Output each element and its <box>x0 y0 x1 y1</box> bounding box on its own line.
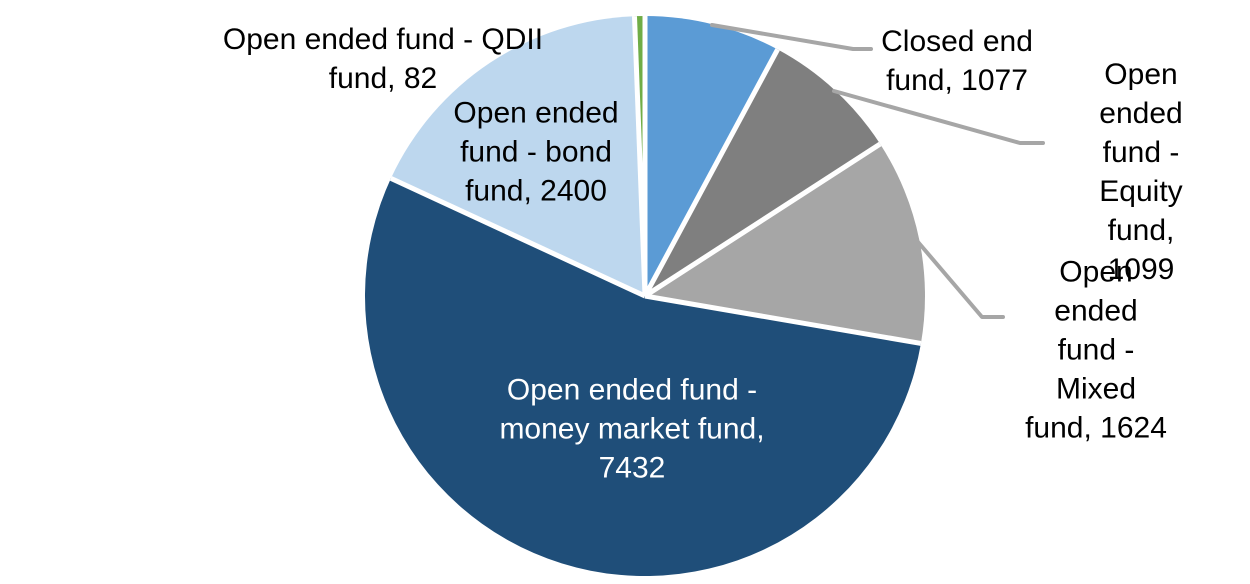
pie-slice-open-ended-fund-mixed-fund <box>645 144 925 344</box>
pie-slice-open-ended-fund-equity-fund <box>645 49 881 297</box>
pie-slice-closed-end-fund <box>645 16 778 296</box>
slice-label-closed-end-fund: Closed end fund, 1077 <box>881 25 1033 97</box>
slice-separator <box>643 141 882 299</box>
slice-separator <box>389 176 647 299</box>
pie-slice-open-ended-fund-money-market-fund <box>364 178 921 577</box>
slice-label-open-ended-fund-money-market-fund: Open ended fund - money market fund, 743… <box>499 373 765 485</box>
slice-separator <box>644 293 922 346</box>
slice-label-open-ended-fund-qdii-fund: Open ended fund - QDII fund, 82 <box>222 23 544 95</box>
leader-line-open-ended-fund-mixed-fund <box>916 240 1005 319</box>
leader-line-closed-end-fund <box>710 23 873 51</box>
pie-slice-open-ended-fund-bond-fund <box>390 16 645 296</box>
slice-separator <box>631 16 648 297</box>
slice-label-open-ended-fund-mixed-fund: Open ended fund - Mixed fund, 1624 <box>1025 255 1167 445</box>
slice-separator <box>642 48 780 298</box>
leader-line-open-ended-fund-equity-fund <box>832 89 1045 145</box>
slice-label-open-ended-fund-equity-fund: Open ended fund - Equity fund, 1099 <box>1099 58 1183 286</box>
slice-label-open-ended-fund-bond-fund: Open ended fund - bond fund, 2400 <box>453 96 619 208</box>
